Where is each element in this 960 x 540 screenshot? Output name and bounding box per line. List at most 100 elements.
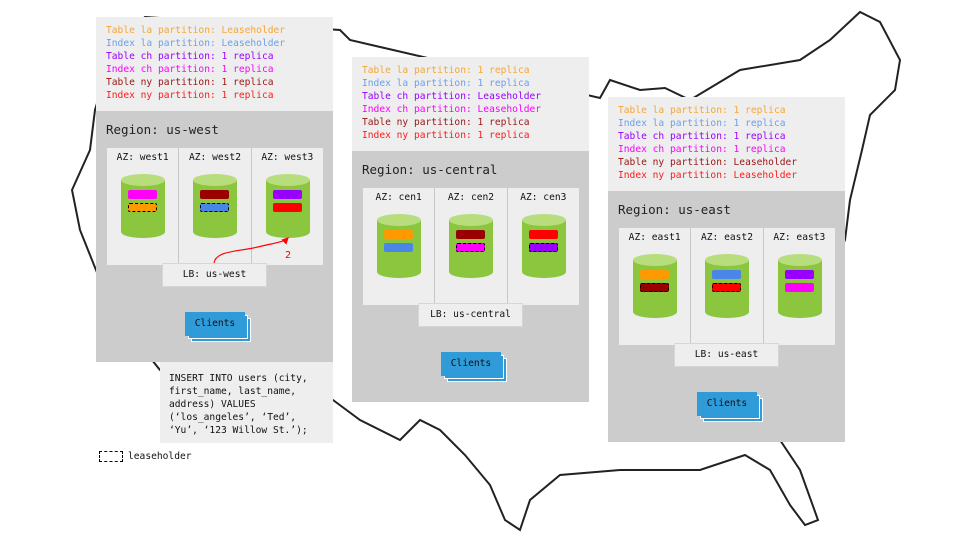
- replica-index-ny: [272, 203, 302, 212]
- az-label: AZ: east2: [701, 232, 753, 243]
- az-label: AZ: west1: [116, 152, 169, 163]
- az-label: AZ: cen2: [447, 192, 495, 203]
- clients-label: Clients: [441, 352, 501, 376]
- replica-index-ch: [128, 190, 157, 199]
- leaseholder-index-ny: [712, 283, 742, 292]
- leaseholder-legend: leaseholder: [99, 451, 192, 462]
- legend-item-table-ny: Table ny partition: 1 replica: [362, 117, 530, 128]
- clients-button[interactable]: Clients: [697, 392, 763, 422]
- database-node-icon[interactable]: [193, 174, 238, 238]
- availability-zones: AZ: east1 AZ: east2 AZ: east3: [619, 228, 835, 345]
- region-us-east: Table la partition: 1 replica Index la pa…: [608, 97, 845, 442]
- availability-zone: AZ: cen3: [508, 188, 579, 305]
- region-us-central: Table la partition: 1 replica Index la pa…: [352, 57, 589, 402]
- cylinder-bottom: [521, 266, 566, 278]
- database-node-icon[interactable]: [521, 214, 566, 278]
- partition-legend: Table la partition: Leaseholder Index la …: [96, 17, 333, 111]
- cylinder-top: [265, 174, 310, 186]
- cylinder-bottom: [193, 226, 238, 238]
- cylinder-bottom: [633, 306, 677, 318]
- cylinder-top: [193, 174, 238, 186]
- cylinder-top: [633, 254, 677, 266]
- clients-button[interactable]: Clients: [185, 312, 251, 342]
- az-label: AZ: cen1: [375, 192, 422, 203]
- load-balancer[interactable]: LB: us-central: [418, 303, 523, 327]
- dashed-box-icon: [99, 451, 123, 462]
- cylinder-bottom: [705, 306, 750, 318]
- leaseholder-table-ny: [640, 283, 669, 292]
- az-label: AZ: cen3: [520, 192, 567, 203]
- region-title: Region: us-east: [618, 202, 731, 217]
- database-node-icon[interactable]: [633, 254, 677, 318]
- clients-button[interactable]: Clients: [441, 352, 507, 382]
- replica-table-ch: [272, 190, 302, 199]
- leaseholder-table-la: [128, 203, 157, 212]
- load-balancer[interactable]: LB: us-west: [162, 263, 267, 287]
- database-node-icon[interactable]: [265, 174, 310, 238]
- availability-zone: AZ: west3: [252, 148, 323, 265]
- region-title: Region: us-central: [362, 162, 498, 177]
- replica-index-ny: [528, 230, 558, 239]
- legend-item-table-ch: Table ch partition: Leaseholder: [362, 91, 542, 102]
- legend-item-index-la: Index la partition: 1 replica: [362, 78, 530, 89]
- legend-item-index-ny: Index ny partition: 1 replica: [106, 90, 274, 101]
- availability-zone: AZ: west2: [179, 148, 252, 265]
- replica-table-ny: [456, 230, 486, 239]
- cylinder-bottom: [777, 306, 822, 318]
- az-label: AZ: east1: [628, 232, 681, 243]
- leaseholder-index-ch: [456, 243, 486, 252]
- legend-item-table-la: Table la partition: 1 replica: [362, 65, 530, 76]
- legend-item-index-ny: Index ny partition: 1 replica: [362, 130, 530, 141]
- cylinder-bottom: [265, 226, 310, 238]
- load-balancer[interactable]: LB: us-east: [674, 343, 779, 367]
- replica-index-ch: [784, 283, 814, 292]
- availability-zones: AZ: cen1 AZ: cen2 AZ: cen3: [363, 188, 579, 305]
- legend-item-table-ch: Table ch partition: 1 replica: [618, 131, 786, 142]
- legend-item-index-ch: Index ch partition: 1 replica: [618, 144, 786, 155]
- legend-item-index-ny: Index ny partition: Leaseholder: [618, 170, 798, 181]
- partition-legend: Table la partition: 1 replica Index la pa…: [352, 57, 589, 151]
- az-label: AZ: east3: [773, 232, 826, 243]
- region-body: Region: us-east AZ: east1 AZ: east2 AZ: eas…: [608, 191, 845, 442]
- availability-zones: AZ: west1 AZ: west2 AZ: west3: [107, 148, 323, 265]
- region-body: Region: us-central AZ: cen1 AZ: cen2 AZ: ce…: [352, 151, 589, 402]
- cylinder-top: [121, 174, 165, 186]
- replica-table-la: [640, 270, 669, 279]
- leaseholder-table-ch: [528, 243, 558, 252]
- cylinder-top: [521, 214, 566, 226]
- az-label: AZ: west2: [189, 152, 241, 163]
- cylinder-bottom: [449, 266, 494, 278]
- availability-zone: AZ: east3: [764, 228, 835, 345]
- replica-table-la: [384, 230, 413, 239]
- az-label: AZ: west3: [261, 152, 314, 163]
- legend-item-table-la: Table la partition: 1 replica: [618, 105, 786, 116]
- region-title: Region: us-west: [106, 122, 219, 137]
- replica-index-la: [712, 270, 742, 279]
- availability-zone: AZ: east1: [619, 228, 692, 345]
- legend-item-index-ch: Index ch partition: Leaseholder: [362, 104, 542, 115]
- partition-legend: Table la partition: 1 replica Index la pa…: [608, 97, 845, 191]
- replica-index-la: [384, 243, 413, 252]
- database-node-icon[interactable]: [121, 174, 165, 238]
- legend-item-index-la: Index la partition: Leaseholder: [106, 38, 286, 49]
- legend-item-index-la: Index la partition: 1 replica: [618, 118, 786, 129]
- availability-zone: AZ: west1: [107, 148, 180, 265]
- leaseholder-legend-label: leaseholder: [128, 451, 192, 462]
- legend-item-table-ny: Table ny partition: Leaseholder: [618, 157, 798, 168]
- cylinder-top: [705, 254, 750, 266]
- legend-item-index-ch: Index ch partition: 1 replica: [106, 64, 274, 75]
- cylinder-bottom: [377, 266, 421, 278]
- cylinder-top: [377, 214, 421, 226]
- clients-label: Clients: [185, 312, 245, 336]
- region-body: Region: us-west AZ: west1 AZ: west2 AZ: wes…: [96, 111, 333, 362]
- database-node-icon[interactable]: [705, 254, 750, 318]
- database-node-icon[interactable]: [449, 214, 494, 278]
- availability-zone: AZ: cen2: [435, 188, 508, 305]
- database-node-icon[interactable]: [377, 214, 421, 278]
- legend-item-table-ch: Table ch partition: 1 replica: [106, 51, 274, 62]
- region-us-west: Table la partition: Leaseholder Index la …: [96, 17, 333, 362]
- availability-zone: AZ: east2: [691, 228, 764, 345]
- database-node-icon[interactable]: [777, 254, 822, 318]
- legend-item-table-la: Table la partition: Leaseholder: [106, 25, 286, 36]
- availability-zone: AZ: cen1: [363, 188, 436, 305]
